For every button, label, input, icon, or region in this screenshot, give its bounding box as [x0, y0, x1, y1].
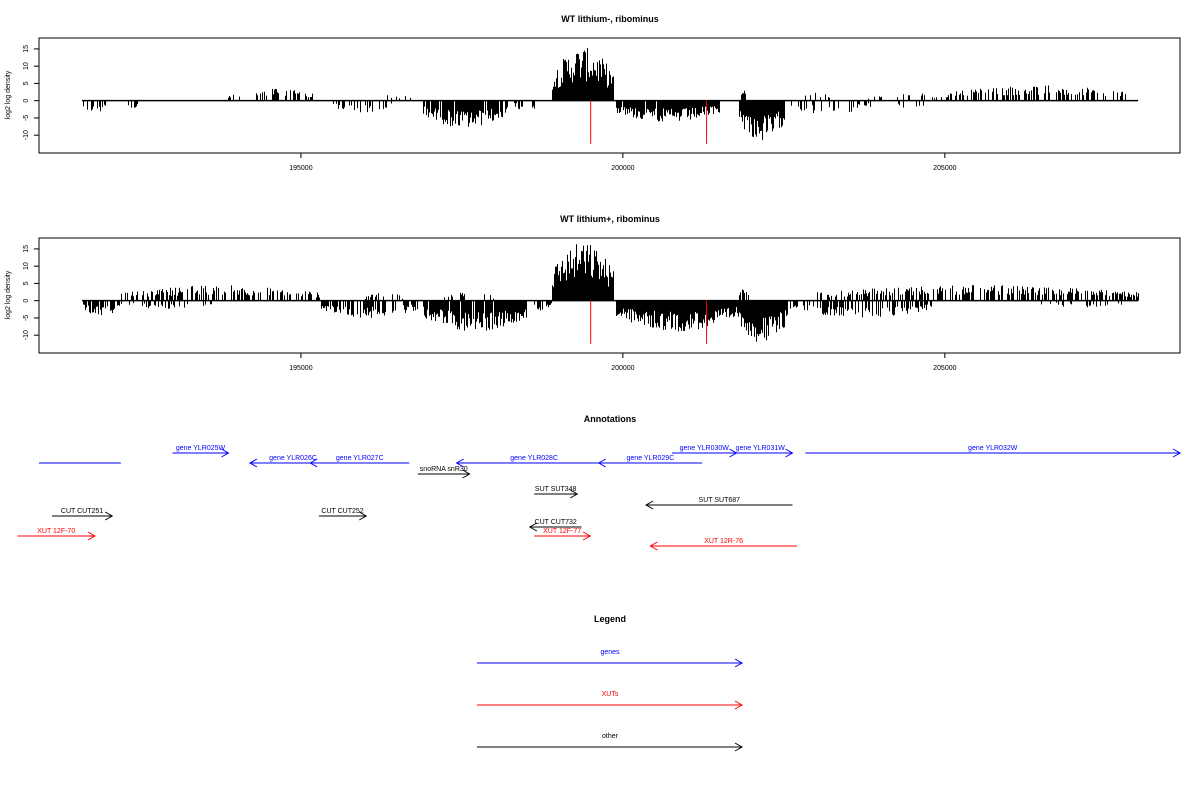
feature-gene: gene YLR026C: [248, 455, 337, 468]
annotation-tracks: gene YLR025W gene YLR026C gene YLR027C snoR…: [17, 445, 1182, 551]
y-tick-label: -5: [23, 115, 30, 121]
arrow-left-icon: [645, 500, 654, 510]
arrow-right-icon: [87, 531, 96, 541]
arrow-right-icon: [734, 700, 744, 710]
feature-label: CUT CUT252: [321, 508, 363, 515]
feature-xut: XUT 12R-76: [649, 538, 797, 551]
signal-bars: [83, 244, 1139, 342]
feature-other: SUT SUT687: [645, 497, 793, 510]
panel1-ylabel: log2 log density: [5, 70, 12, 119]
feature-other: CUT CUT251: [51, 508, 114, 521]
y-tick-label: -10: [23, 330, 30, 340]
feature-gene: gene YLR025W: [172, 445, 230, 458]
feature-gene: gene YLR031W: [727, 445, 794, 458]
feature-gene: gene YLR029C: [597, 455, 703, 468]
feature-gene: gene YLR032W: [805, 445, 1182, 458]
annotations-title: Annotations: [584, 414, 637, 424]
x-tick-label: 205000: [933, 365, 956, 372]
feature-label: SUT SUT687: [699, 497, 741, 504]
panel2-plot: -10 -5 0 5 10 15 195000 200000 205000: [23, 244, 1139, 372]
arrow-left-icon: [248, 458, 258, 468]
arrow-right-icon: [734, 742, 744, 752]
feature-label: snoRNA snR30: [420, 466, 468, 473]
feature-xut: XUT 12F-77: [534, 528, 592, 541]
arrow-left-icon: [528, 522, 538, 532]
y-tick-label: 0: [23, 99, 30, 103]
arrow-right-icon: [462, 469, 471, 479]
legend-title: Legend: [594, 614, 626, 624]
feature-label: gene YLR026C: [269, 455, 317, 462]
legend-item-other: other: [477, 733, 744, 752]
feature-label: XUT 12F-70: [37, 528, 75, 535]
arrow-left-icon: [649, 541, 658, 551]
x-tick-label: 195000: [289, 365, 312, 372]
feature-label: gene YLR031W: [736, 445, 786, 452]
y-tick-label: 0: [23, 299, 30, 303]
panel2-title: WT lithium+, ribominus: [560, 214, 660, 224]
arrow-right-icon: [734, 658, 744, 668]
y-tick-label: 10: [23, 262, 30, 270]
arrow-right-icon: [358, 511, 368, 521]
legend-label: other: [602, 733, 619, 740]
feature-xut: XUT 12F-70: [17, 528, 96, 541]
y-tick-label: 10: [23, 62, 30, 70]
y-tick-label: 15: [23, 245, 30, 253]
signal-bar-path: [83, 244, 1139, 342]
feature-gene: gene YLR030W: [671, 445, 738, 458]
legend-item-gene: genes: [477, 649, 744, 668]
arrow-left-icon: [597, 458, 606, 468]
feature-label: XUT 12R-76: [704, 538, 743, 545]
panel2-frame: [38, 237, 1181, 354]
feature-label: gene YLR027C: [336, 455, 384, 462]
legend-label: genes: [600, 649, 620, 656]
x-tick-label: 195000: [289, 165, 312, 172]
panel2-ylabel: log2 log density: [5, 270, 12, 319]
arrow-left-icon: [309, 458, 318, 468]
feature-label: gene YLR032W: [968, 445, 1018, 452]
feature-label: CUT CUT251: [61, 508, 103, 515]
x-tick-label: 200000: [611, 165, 634, 172]
panel1-plot: -10 -5 0 5 10 15 195000 200000 205000: [23, 45, 1138, 172]
feature-other: CUT CUT252: [318, 508, 368, 521]
feature-label: SUT SUT348: [535, 486, 577, 493]
feature-label: gene YLR028C: [510, 455, 558, 462]
x-tick-label: 200000: [611, 365, 634, 372]
feature-label: XUT 12F-77: [543, 528, 581, 535]
arrow-right-icon: [1172, 448, 1182, 458]
y-tick-label: -10: [23, 130, 30, 140]
feature-label: gene YLR029C: [627, 455, 675, 462]
arrow-right-icon: [221, 448, 230, 458]
legend-item-xut: XUTs: [477, 691, 744, 710]
x-tick-label: 205000: [933, 165, 956, 172]
arrow-left-icon: [455, 458, 464, 468]
arrow-right-icon: [104, 511, 114, 521]
panel1-title: WT lithium-, ribominus: [561, 14, 659, 24]
arrow-right-icon: [569, 489, 579, 499]
arrow-right-icon: [785, 448, 794, 458]
feature-label: CUT CUT732: [535, 519, 577, 526]
panel1-frame: [38, 37, 1181, 154]
y-tick-label: 15: [23, 45, 30, 53]
legend-label: XUTs: [602, 691, 619, 698]
legend: genes XUTs other: [477, 649, 744, 752]
arrow-right-icon: [582, 531, 592, 541]
y-tick-label: 5: [23, 281, 30, 285]
y-tick-label: 5: [23, 81, 30, 85]
feature-other: CUT CUT732: [528, 519, 582, 532]
feature-gene: gene YLR027C: [309, 455, 410, 468]
y-tick-label: -5: [23, 315, 30, 321]
feature-label: gene YLR030W: [680, 445, 730, 452]
feature-other: snoRNA snR30: [417, 466, 471, 479]
feature-other: SUT SUT348: [534, 486, 579, 499]
signal-bar-path: [83, 47, 1126, 141]
feature-gene: gene YLR028C: [455, 455, 612, 468]
feature-label: gene YLR025W: [176, 445, 226, 452]
signal-bars: [83, 47, 1126, 141]
